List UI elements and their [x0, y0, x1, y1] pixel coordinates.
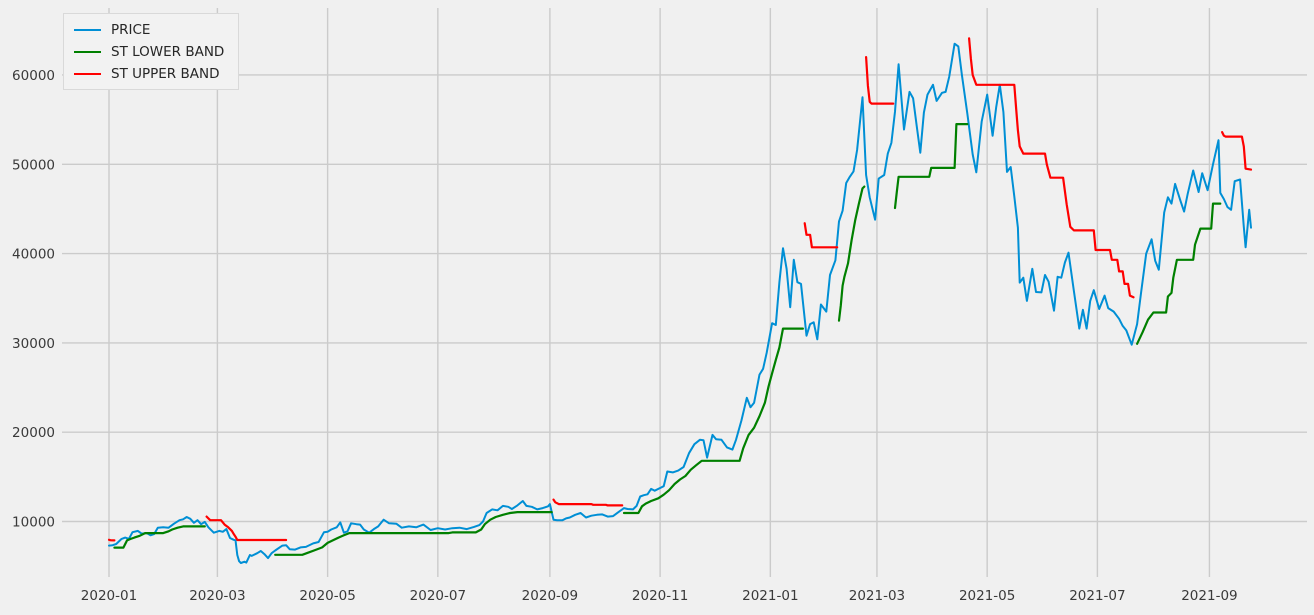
price-line-swatch-icon: [74, 28, 101, 31]
st-upper-band-line: [107, 538, 116, 542]
x-tick-label: 2020-07: [410, 588, 466, 604]
legend-item-upper-band: ST UPPER BAND: [74, 65, 224, 82]
legend-label-upper-band: ST UPPER BAND: [111, 65, 220, 82]
st-upper-band-line: [967, 37, 1135, 299]
x-tick-label: 2021-07: [1069, 588, 1125, 604]
x-tick-label: 2020-01: [81, 588, 137, 604]
st-upper-band-line: [1220, 131, 1253, 171]
st-lower-band-line: [1135, 202, 1222, 345]
x-tick-label: 2021-05: [959, 588, 1015, 604]
y-tick-label: 60000: [12, 68, 55, 84]
legend-item-lower-band: ST LOWER BAND: [74, 43, 224, 60]
st-lower-band-line: [113, 525, 206, 549]
legend: PRICE ST LOWER BAND ST UPPER BAND: [63, 13, 240, 90]
legend-label-lower-band: ST LOWER BAND: [111, 43, 225, 60]
lower-band-line-swatch-icon: [74, 50, 101, 53]
price-line: [108, 42, 1252, 564]
x-tick-label: 2020-09: [522, 588, 578, 604]
y-tick-label: 20000: [12, 425, 55, 441]
st-upper-band-line: [864, 55, 895, 105]
x-tick-label: 2020-05: [299, 588, 355, 604]
legend-label-price: PRICE: [111, 21, 151, 38]
x-tick-label: 2021-01: [742, 588, 798, 604]
x-tick-label: 2021-03: [849, 588, 905, 604]
y-tick-label: 50000: [12, 157, 55, 173]
st-upper-band-line: [205, 515, 288, 542]
st-upper-band-line: [803, 222, 839, 249]
st-upper-band-line: [552, 498, 624, 507]
st-lower-band-line: [893, 122, 969, 210]
legend-item-price: PRICE: [74, 21, 224, 38]
y-tick-label: 10000: [12, 514, 55, 530]
y-tick-label: 40000: [12, 247, 55, 263]
st-lower-band-line: [622, 327, 805, 515]
x-tick-label: 2021-09: [1181, 588, 1237, 604]
y-tick-label: 30000: [12, 336, 55, 352]
x-tick-label: 2020-03: [189, 588, 245, 604]
st-lower-band-line: [274, 510, 553, 556]
st-lower-band-line: [837, 185, 866, 322]
x-tick-label: 2020-11: [632, 588, 688, 604]
upper-band-line-swatch-icon: [74, 72, 101, 75]
